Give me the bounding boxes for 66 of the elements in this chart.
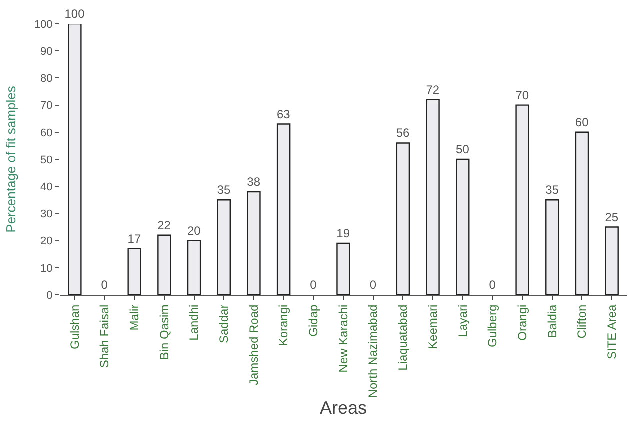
x-axis-title: Areas	[320, 398, 368, 418]
x-tick-label: Saddar	[217, 304, 232, 344]
bar	[68, 24, 82, 295]
data-label: 0	[101, 278, 108, 292]
x-tick-label: Liaquatabad	[396, 304, 410, 371]
y-tick-label: 10	[40, 262, 53, 275]
data-label: 100	[64, 7, 86, 21]
data-label: 0	[370, 278, 377, 292]
data-label: 35	[217, 183, 231, 198]
y-axis-title: Percentage of fit samples	[3, 86, 18, 233]
bar	[247, 191, 261, 295]
x-tick-label: Gulberg	[486, 304, 500, 348]
y-tick-label: 80	[40, 73, 53, 86]
data-label: 25	[605, 210, 619, 224]
x-tick-label: Malir	[128, 304, 142, 331]
bar	[516, 104, 530, 295]
x-tick-label: Keemari	[426, 304, 440, 350]
x-tick-label: Korangi	[276, 304, 291, 346]
data-label: 56	[396, 126, 410, 140]
data-label: 50	[456, 142, 470, 156]
bar	[187, 240, 202, 295]
data-label: 60	[575, 115, 590, 130]
bar	[396, 142, 410, 295]
x-tick-label: Baldia	[545, 304, 560, 338]
bar	[158, 234, 172, 295]
y-tick-label: 40	[40, 181, 53, 194]
x-tick-label: New Karachi	[336, 304, 350, 373]
bar	[426, 99, 440, 295]
data-label: 22	[158, 218, 172, 232]
y-tick-label: 60	[40, 127, 53, 140]
y-tick-label: 100	[34, 18, 53, 31]
data-label: 72	[426, 82, 440, 97]
x-tick-label: Layari	[456, 304, 470, 338]
y-tick-label: 50	[40, 154, 53, 166]
bar	[217, 200, 231, 295]
x-tick-label: Bin Qasim	[157, 304, 172, 360]
x-tick-label: Clifton	[575, 304, 590, 339]
y-tick-label: 20	[40, 236, 53, 248]
data-label: 70	[516, 88, 530, 102]
data-label: 38	[247, 175, 261, 190]
data-label: 63	[276, 107, 291, 122]
x-tick-label: SITE Area	[604, 304, 619, 360]
data-label: 35	[546, 183, 560, 198]
bar	[575, 132, 590, 295]
bar	[605, 226, 619, 295]
y-tick-label: 0	[46, 290, 53, 302]
data-label: 0	[489, 278, 496, 292]
x-tick-label: Shah Faisal	[98, 304, 112, 368]
bar	[276, 124, 291, 295]
bar	[336, 242, 350, 295]
data-label: 20	[187, 224, 202, 238]
x-tick-label: Gidap	[306, 304, 321, 337]
data-label: 19	[336, 226, 350, 241]
x-tick-label: Gulshan	[68, 304, 82, 350]
y-tick-label: 90	[40, 46, 53, 58]
y-tick-label: 70	[40, 100, 53, 112]
bar	[128, 248, 142, 295]
data-label: 17	[128, 232, 142, 246]
data-label: 0	[310, 278, 318, 292]
x-tick-label: Jamshed Road	[246, 304, 261, 386]
bar	[546, 200, 560, 295]
bar	[456, 158, 470, 295]
x-tick-label: Orangi	[515, 304, 530, 341]
y-tick-label: 30	[40, 208, 53, 221]
x-tick-label: Landhi	[187, 304, 202, 341]
x-tick-label: North Nazimabad	[366, 304, 380, 398]
